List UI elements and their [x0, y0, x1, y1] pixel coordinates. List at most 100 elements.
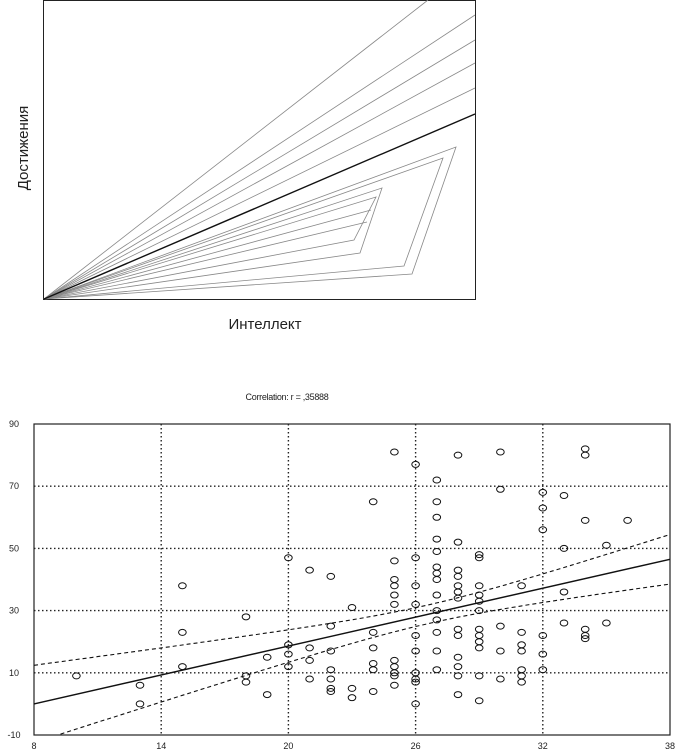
data-point: [390, 681, 399, 689]
data-point: [368, 687, 378, 695]
triangle-second: [43, 157, 444, 300]
data-point: [517, 628, 526, 636]
x-tick-label: 14: [156, 741, 166, 751]
data-point: [538, 631, 548, 639]
data-point: [347, 684, 357, 692]
data-point: [559, 544, 569, 552]
data-point: [432, 498, 442, 506]
data-point: [474, 625, 484, 633]
data-point: [326, 675, 336, 683]
fan-line: [43, 221, 368, 300]
triangle-fourth: [43, 196, 377, 300]
data-point: [538, 488, 548, 496]
data-point: [580, 445, 590, 453]
plot-frame: [33, 423, 671, 736]
data-point: [284, 663, 293, 671]
x-axis-label: Интеллект: [228, 316, 301, 333]
data-point: [368, 498, 378, 506]
data-point: [517, 582, 526, 590]
data-point: [411, 647, 420, 655]
data-point: [496, 647, 505, 655]
regression-line: [33, 558, 671, 705]
data-point: [538, 666, 548, 674]
data-point: [432, 513, 442, 521]
data-point: [474, 597, 484, 605]
confidence-band: [33, 533, 671, 735]
data-point: [517, 641, 526, 649]
data-point: [411, 631, 420, 639]
data-point: [474, 554, 484, 562]
x-tick-label: 26: [411, 741, 421, 751]
data-point: [411, 675, 420, 683]
data-point: [390, 557, 399, 565]
data-point: [432, 576, 442, 583]
x-tick-label: 8: [31, 741, 36, 751]
data-point: [178, 628, 187, 636]
data-point: [517, 678, 526, 686]
data-point: [432, 535, 442, 543]
data-point: [368, 644, 378, 652]
data-point: [453, 594, 463, 602]
data-point: [474, 582, 484, 590]
data-point: [135, 700, 145, 708]
regression-line-bold: [43, 113, 476, 300]
data-point: [432, 563, 442, 571]
data-point: [517, 672, 526, 680]
regression-layer: [33, 558, 671, 705]
data-point: [517, 647, 526, 655]
data-point: [623, 516, 632, 524]
y-axis-label: Достижения: [15, 106, 32, 191]
data-point: [305, 566, 314, 574]
tick-labels: 8 14 20 26 32 38 -10 10 30 50 70 90: [7, 419, 675, 751]
data-point: [580, 451, 590, 459]
data-point: [411, 600, 420, 608]
data-point: [496, 448, 505, 456]
y-tick-label: 10: [9, 668, 19, 678]
y-tick-label: 70: [9, 481, 19, 491]
data-point: [326, 687, 336, 695]
data-point: [474, 551, 484, 559]
confidence-lower: [60, 583, 671, 735]
data-point: [602, 619, 611, 627]
data-point: [538, 504, 548, 512]
fan-line: [43, 62, 476, 300]
data-point: [390, 672, 399, 680]
data-point: [368, 666, 378, 674]
data-point: [453, 625, 463, 633]
data-point: [390, 656, 399, 664]
grid: [34, 424, 670, 735]
data-point: [178, 582, 187, 590]
confidence-upper: [33, 533, 671, 666]
data-point: [559, 619, 569, 627]
conceptual-chart-frame: [43, 0, 476, 300]
data-point: [602, 541, 611, 549]
data-point: [496, 485, 505, 493]
fan-line: [43, 14, 476, 300]
data-point: [411, 582, 420, 590]
data-point: [305, 644, 314, 652]
data-point: [453, 451, 463, 459]
data-point: [432, 548, 442, 556]
x-tick-label: 32: [538, 741, 548, 751]
data-point: [368, 659, 378, 667]
data-point: [326, 647, 336, 655]
data-point: [241, 678, 251, 686]
data-point: [390, 663, 399, 671]
data-point: [453, 672, 463, 680]
data-point: [432, 591, 442, 599]
data-point: [326, 684, 336, 692]
fan-line: [43, 0, 429, 300]
data-point: [432, 616, 442, 624]
data-point: [284, 641, 293, 649]
data-point: [580, 625, 590, 633]
data-point: [538, 650, 548, 658]
data-point: [453, 663, 463, 671]
data-point: [453, 631, 463, 639]
data-point: [326, 622, 336, 630]
data-point: [72, 672, 81, 680]
data-point: [262, 653, 272, 661]
data-point: [453, 566, 463, 574]
data-point: [368, 628, 378, 636]
data-point: [474, 631, 484, 639]
